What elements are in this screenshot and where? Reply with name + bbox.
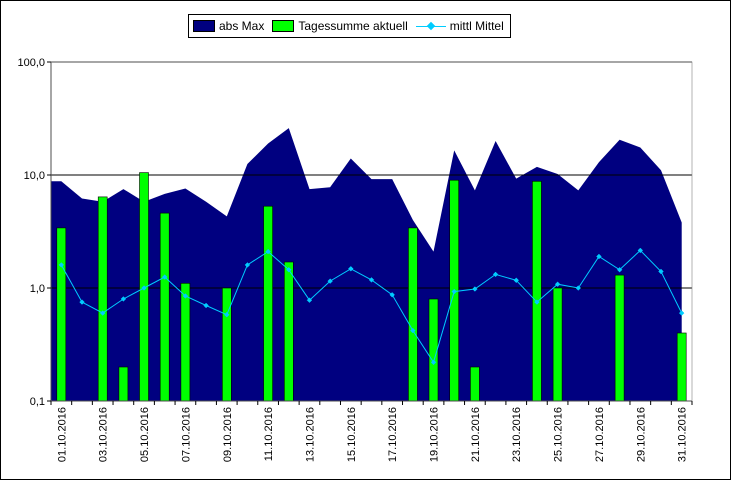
point-mittl-mittel-29 [637, 247, 644, 254]
x-tick-label-0: 01.10.2016 [56, 407, 68, 462]
point-mittl-mittel-11 [265, 248, 271, 255]
point-mittl-mittel-4 [120, 296, 127, 302]
point-mittl-mittel-28 [616, 267, 623, 273]
y-tick-label-3: 100,0 [17, 57, 45, 69]
point-mittl-mittel-26 [575, 285, 582, 291]
point-mittl-mittel-2 [79, 299, 85, 305]
bar-tagessumme-24 [532, 181, 542, 402]
x-tick-label-7: 15.10.2016 [346, 407, 358, 462]
point-mittl-mittel-15 [348, 266, 354, 272]
x-tick-label-3: 07.10.2016 [180, 407, 192, 462]
point-mittl-mittel-31 [678, 310, 685, 316]
x-tick-label-15: 31.10.2016 [677, 407, 689, 462]
x-tick-label-8: 17.10.2016 [387, 407, 399, 462]
point-mittl-mittel-1 [58, 262, 65, 268]
point-mittl-mittel-13 [306, 297, 313, 303]
y-tick-label-1: 1,0 [30, 283, 45, 295]
point-mittl-mittel-17 [389, 292, 395, 298]
point-mittl-mittel-24 [534, 299, 540, 305]
point-mittl-mittel-10 [244, 262, 251, 268]
point-mittl-mittel-30 [658, 268, 664, 275]
bar-tagessumme-25 [552, 287, 563, 402]
point-mittl-mittel-9 [224, 311, 230, 318]
bar-tagessumme-4 [118, 366, 129, 402]
x-tick-label-1: 03.10.2016 [98, 407, 110, 462]
point-mittl-mittel-19 [430, 359, 437, 366]
point-mittl-mittel-14 [327, 278, 333, 284]
point-mittl-mittel-8 [203, 302, 209, 309]
point-mittl-mittel-12 [286, 267, 292, 273]
bar-tagessumme-31 [676, 332, 687, 402]
point-mittl-mittel-25 [554, 281, 561, 287]
plot-border [50, 61, 693, 402]
legend-item-tagessumme: Tagessumme aktuell [272, 19, 408, 33]
bar-tagessumme-11 [263, 205, 273, 402]
x-tick-label-9: 19.10.2016 [429, 407, 441, 462]
point-mittl-mittel-23 [513, 277, 519, 284]
point-mittl-mittel-27 [596, 253, 602, 260]
legend-swatch-bar [272, 20, 295, 32]
legend-swatch-line [415, 20, 446, 32]
x-tick-label-13: 27.10.2016 [594, 407, 606, 462]
x-tick-label-12: 25.10.2016 [553, 407, 565, 462]
bar-tagessumme-21 [470, 366, 480, 402]
point-mittl-mittel-7 [182, 293, 189, 299]
legend-item-abs-max: abs Max [193, 19, 264, 33]
x-tick-label-10: 21.10.2016 [470, 407, 482, 462]
area-abs-max [51, 128, 682, 401]
point-mittl-mittel-20 [451, 288, 457, 295]
plot-area: 0,1 1,0 10,0 100,0 01.10.2016 03.10.2016 05.10… [17, 57, 693, 462]
legend-item-mittl-mittel: mittl Mittel [415, 19, 504, 33]
legend-swatch-area [193, 20, 215, 32]
x-tick-label-6: 13.10.2016 [304, 407, 316, 462]
legend-label-abs-max: abs Max [219, 19, 265, 33]
bar-tagessumme-7 [180, 282, 191, 402]
x-tick-label-5: 11.10.2016 [263, 407, 275, 461]
legend-label-tagessumme: Tagessumme aktuell [298, 19, 408, 33]
legend-label-mittl-mittel: mittl Mittel [449, 19, 504, 33]
y-tick-label-2: 10,0 [24, 170, 45, 182]
x-tick-label-4: 09.10.2016 [222, 407, 234, 462]
bar-tagessumme-3 [97, 196, 108, 402]
bar-tagessumme-12 [283, 261, 294, 402]
x-tick-label-14: 29.10.2016 [635, 407, 647, 462]
bar-tagessumme-1 [56, 227, 67, 402]
bar-tagessumme-28 [614, 274, 625, 402]
bar-tagessumme-18 [408, 227, 418, 402]
point-mittl-mittel-16 [368, 277, 375, 283]
legend: abs Max Tagessumme aktuell mittl Mittel [188, 14, 511, 38]
point-mittl-mittel-6 [161, 274, 168, 280]
point-mittl-mittel-5 [141, 285, 147, 291]
bar-tagessumme-6 [159, 212, 170, 402]
bar-tagessumme-9 [222, 287, 232, 402]
point-mittl-mittel-3 [99, 310, 106, 316]
point-mittl-mittel-21 [472, 286, 478, 292]
point-mittl-mittel-18 [410, 327, 416, 334]
y-tick-label-0: 0,1 [30, 396, 45, 408]
x-tick-label-11: 23.10.2016 [511, 407, 523, 462]
point-mittl-mittel-22 [492, 271, 499, 278]
x-tick-label-2: 05.10.2016 [139, 407, 151, 462]
